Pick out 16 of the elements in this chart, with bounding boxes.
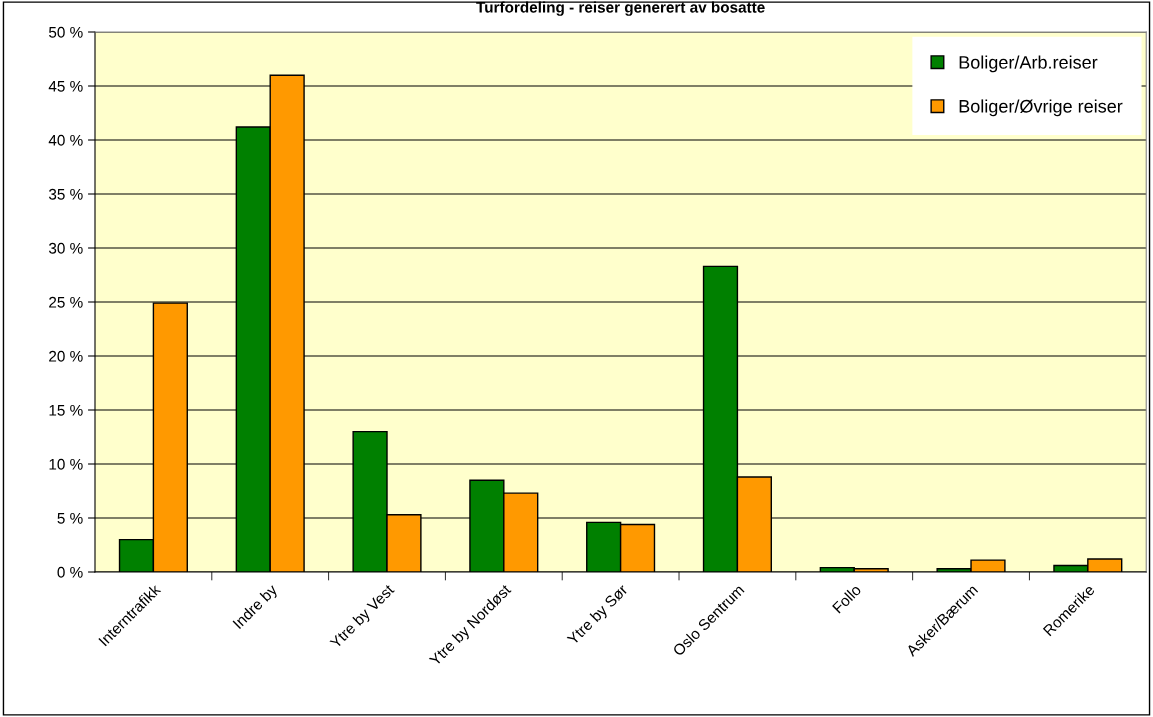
- legend-label: Boliger/Arb.reiser: [959, 55, 1098, 73]
- x-tick-label: Ytre by Vest: [329, 583, 397, 652]
- y-tick-label: 40 %: [48, 134, 83, 146]
- y-tick-label: 30 %: [48, 242, 83, 254]
- y-tick-label: 50 %: [48, 26, 83, 38]
- y-tick-label: 45 %: [48, 80, 83, 92]
- y-tick-label: 0 %: [57, 566, 83, 578]
- legend-label: Boliger/Øvrige reiser: [959, 99, 1123, 117]
- x-tick-label: Ytre by Sør: [566, 583, 631, 648]
- y-tick-label: 25 %: [49, 296, 83, 308]
- chart-title: Turfordeling - reiser generert av bosatte: [476, 1, 765, 16]
- y-tick-label: 15 %: [49, 404, 83, 416]
- y-tick-label: 35 %: [48, 188, 83, 200]
- y-tick-label: 5 %: [57, 512, 83, 524]
- y-tick-label: 10 %: [49, 458, 83, 470]
- y-tick-label: 20 %: [49, 350, 83, 362]
